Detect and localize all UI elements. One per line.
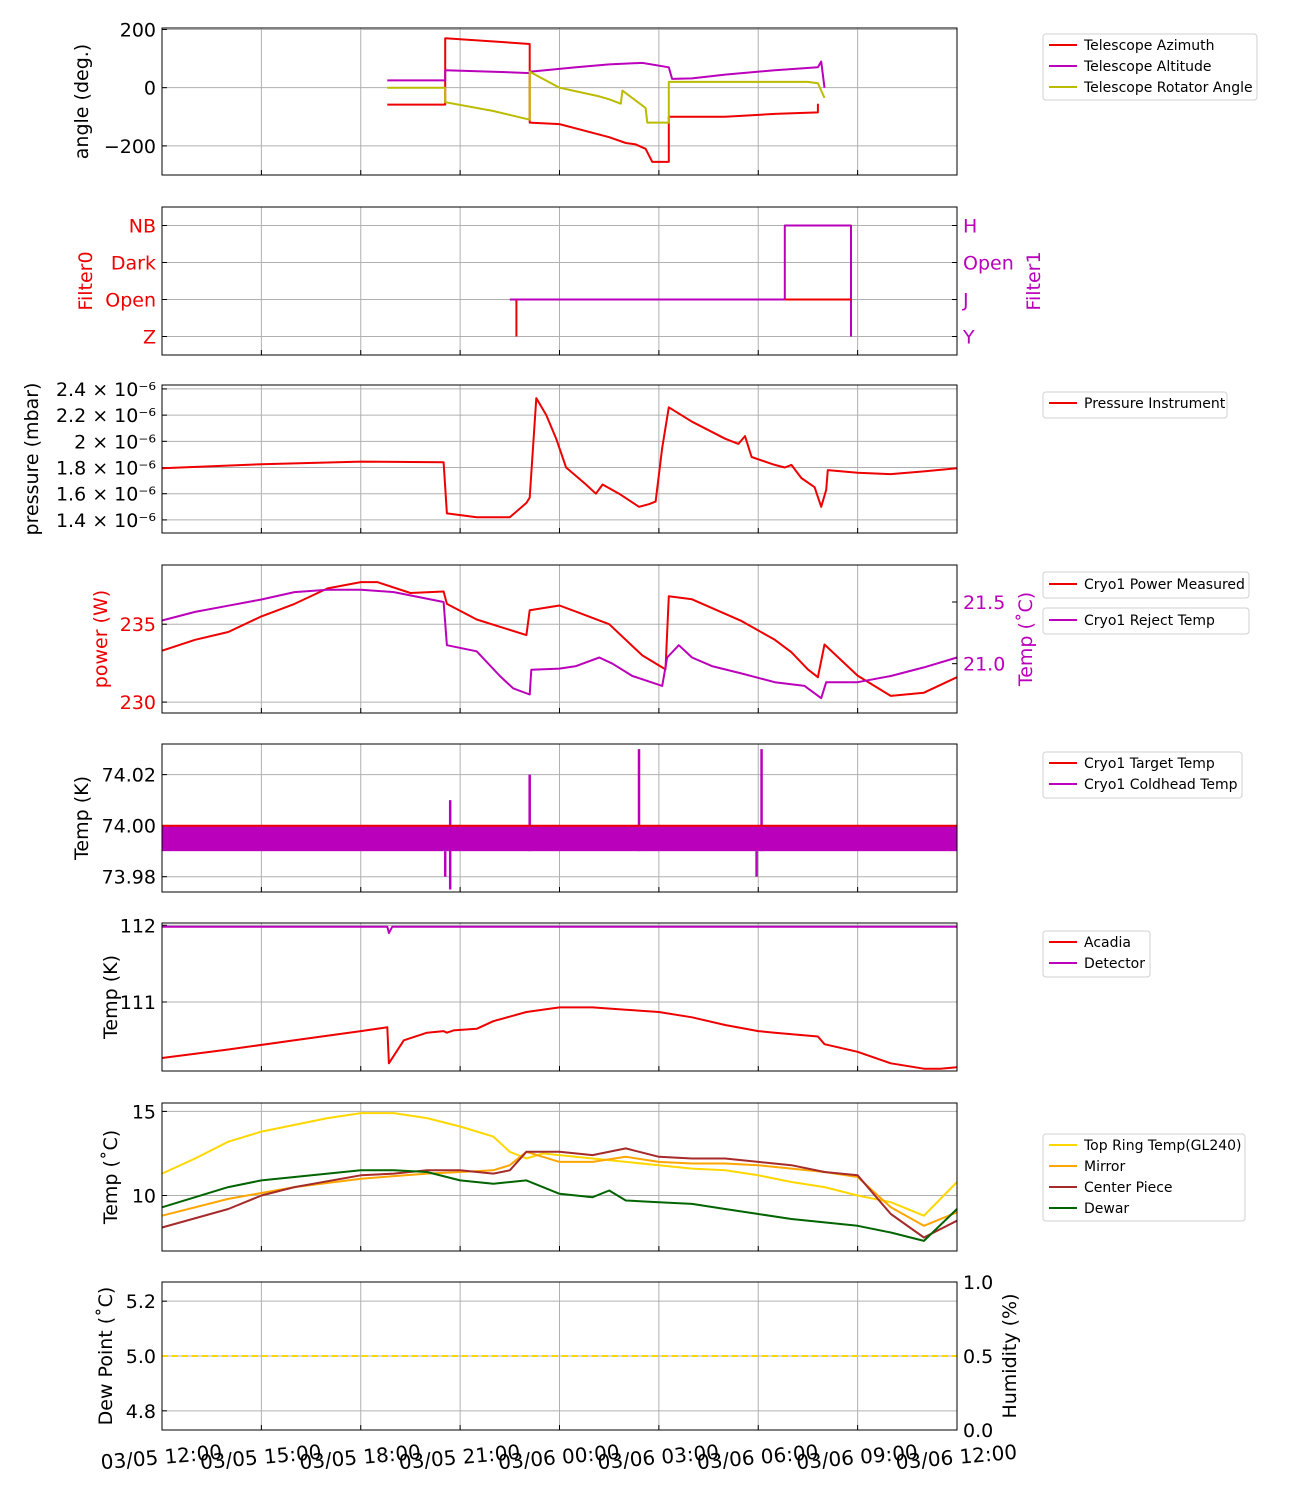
- series-pressure-instrument: [161, 397, 958, 519]
- legend-box: [1042, 1133, 1246, 1222]
- series-dewar: [161, 1169, 958, 1242]
- series-acadia: [161, 1006, 958, 1070]
- y-tick-label-right: J: [962, 290, 969, 312]
- panel-filters: NB Dark Open Z H Open JY Filter0 Filter1: [75, 206, 1045, 356]
- y-axis-label: Temp (K): [100, 955, 122, 1040]
- y-axis-label: Dew Point (˚C): [95, 1287, 117, 1426]
- y-tick-label-right: Open: [963, 253, 1014, 275]
- legend-label: Center Piece: [1084, 1180, 1173, 1196]
- y-tick-label: 2.4 × 10⁻⁶: [56, 379, 156, 401]
- legend: Pressure Instrument: [1042, 391, 1228, 419]
- y-tick-label: 112: [120, 915, 156, 937]
- coldhead-noise-band: [162, 825, 957, 852]
- y-tick-label: 1.6 × 10⁻⁶: [56, 484, 156, 506]
- y-tick-label: 1.4 × 10⁻⁶: [56, 510, 156, 532]
- y-tick-label: Open: [105, 290, 156, 312]
- legend-box: [1042, 33, 1258, 101]
- y-tick-label: 74.02: [102, 765, 156, 787]
- y-tick-label: 230: [120, 692, 156, 714]
- legend-label: Pressure Instrument: [1084, 396, 1226, 412]
- series-cryo1-reject-temp: [161, 588, 958, 700]
- y-axis-label: Temp (˚C): [100, 1130, 122, 1225]
- series-filter0: [515, 298, 825, 337]
- y-tick-label-right: Y: [962, 327, 975, 349]
- y-tick-label: 74.00: [102, 816, 156, 838]
- y-axis-label-right: Temp (˚C): [1015, 592, 1037, 687]
- y-tick-label: 235: [120, 614, 156, 636]
- y-tick-label: NB: [129, 216, 156, 238]
- series-telescope-azimuth: [387, 37, 819, 163]
- legend: Telescope Azimuth Telescope Altitude Teles…: [1042, 33, 1258, 101]
- y-tick-label: 5.0: [126, 1346, 156, 1368]
- legend: Cryo1 Target Temp Cryo1 Coldhead Temp: [1042, 751, 1243, 799]
- y-tick-label: 2.2 × 10⁻⁶: [56, 405, 156, 427]
- legend-label: Telescope Altitude: [1083, 59, 1212, 75]
- legend-label: Cryo1 Target Temp: [1084, 756, 1215, 772]
- y-tick-label-right: 21.5: [963, 592, 1005, 614]
- legend-box: [1042, 571, 1250, 599]
- y-tick-label-right: 0.5: [963, 1346, 993, 1368]
- legend-label: Cryo1 Power Measured: [1084, 577, 1245, 593]
- y-tick-label: 2 × 10⁻⁶: [74, 431, 156, 453]
- y-axis-label: pressure (mbar): [21, 383, 43, 536]
- panel-cryo_temp: 74.02 74.00 73.98 Temp (K) Cryo1 Target Temp…: [71, 743, 1243, 893]
- series-cryo1-power-measured: [161, 581, 958, 697]
- y-tick-label: 73.98: [102, 867, 156, 889]
- legend-box: [1042, 391, 1228, 419]
- y-tick-label: Dark: [111, 253, 156, 275]
- y-axis-label-right: Humidity (%): [999, 1293, 1021, 1418]
- legend: Cryo1 Power Measured Cryo1 Reject Temp: [1042, 571, 1250, 635]
- legend-box: [1042, 751, 1243, 799]
- legend-label: Detector: [1084, 956, 1145, 972]
- series-top-ring-temp-gl240-: [161, 1112, 958, 1217]
- legend-box: [1042, 607, 1250, 635]
- legend-label: Acadia: [1084, 935, 1131, 951]
- legend-label: Telescope Azimuth: [1083, 38, 1214, 54]
- series-detector: [162, 925, 957, 934]
- y-tick-label: −200: [104, 136, 156, 158]
- y-tick-label-right: 21.0: [963, 654, 1005, 676]
- legend-label: Mirror: [1084, 1159, 1125, 1175]
- y-axis-label: power (W): [90, 590, 112, 688]
- y-tick-label: 0: [144, 78, 156, 100]
- y-tick-label-right: 1.0: [963, 1272, 993, 1294]
- y-axis-label: angle (deg.): [71, 44, 93, 159]
- legend-label: Telescope Rotator Angle: [1083, 80, 1253, 96]
- legend: Top Ring Temp(GL240) Mirror Center Piece De…: [1042, 1133, 1246, 1222]
- y-tick-label: Z: [143, 327, 156, 349]
- y-axis-label-right: Filter1: [1023, 251, 1045, 310]
- y-tick-label: 5.2: [126, 1291, 156, 1313]
- y-tick-label: 111: [120, 992, 156, 1014]
- series-telescope-altitude: [387, 60, 826, 88]
- panel-telescope_temps: 15 10 Temp (˚C) Top Ring Temp(GL240) Mirror C…: [100, 1101, 1246, 1252]
- y-tick-label: 15: [132, 1101, 156, 1123]
- legend-label: Cryo1 Reject Temp: [1084, 613, 1215, 629]
- y-tick-label: 200: [120, 19, 156, 41]
- y-axis-label: Filter0: [75, 251, 97, 310]
- series-filter1: [509, 224, 852, 337]
- y-tick-label: 1.8 × 10⁻⁶: [56, 458, 156, 480]
- panel-pressure: 2.4 × 10⁻⁶ 2.2 × 10⁻⁶ 2 × 10⁻⁶ 1.8 × 10⁻⁶ 1.…: [21, 379, 1228, 536]
- legend-label: Top Ring Temp(GL240): [1083, 1138, 1242, 1154]
- series-center-piece: [161, 1147, 958, 1239]
- legend: Acadia Detector: [1042, 930, 1151, 978]
- panel-dewpoint: 5.2 5.0 4.8 1.0 0.5 0.0 Dew Point (˚C) Humidity…: [95, 1272, 1021, 1442]
- y-tick-label-right: 0.0: [963, 1420, 993, 1442]
- legend-label: Dewar: [1084, 1201, 1129, 1217]
- series-telescope-rotator-angle: [387, 70, 826, 124]
- y-tick-label: 4.8: [126, 1401, 156, 1423]
- legend-label: Cryo1 Coldhead Temp: [1084, 777, 1238, 793]
- y-axis-label: Temp (K): [71, 776, 93, 861]
- y-tick-label-right: H: [963, 216, 977, 238]
- y-tick-label: 10: [132, 1186, 156, 1208]
